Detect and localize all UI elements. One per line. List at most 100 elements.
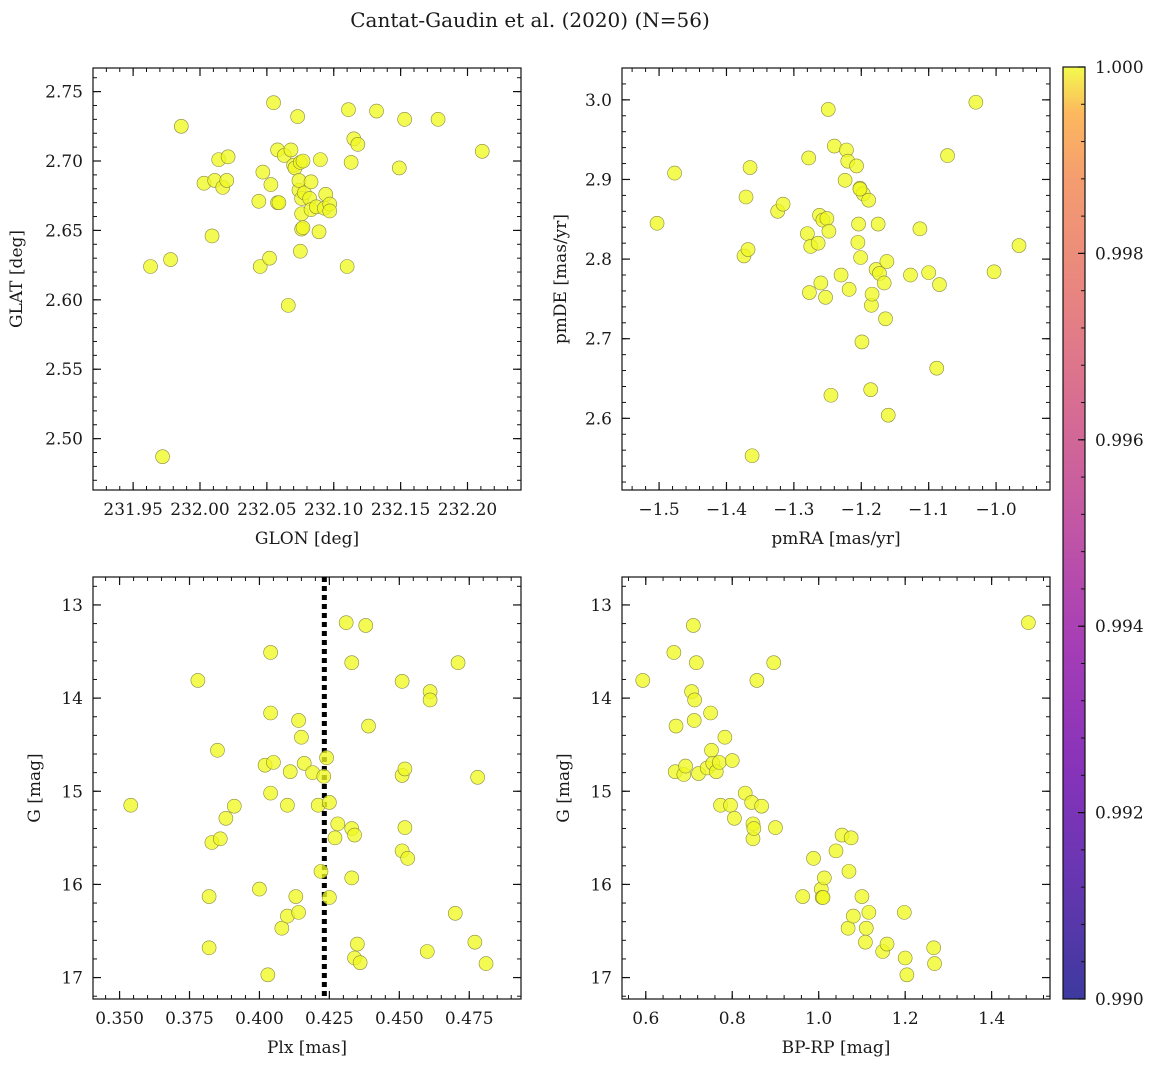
colorbar-tick-label: 0.992 <box>1095 804 1144 824</box>
data-point <box>260 967 276 983</box>
data-point <box>880 407 896 423</box>
x-tick-label: −1.3 <box>773 500 814 520</box>
y-tick-label: 13 <box>590 596 612 616</box>
data-point <box>280 797 295 813</box>
y-tick-label: 14 <box>590 689 612 709</box>
data-point <box>322 795 337 810</box>
data-point <box>861 192 876 208</box>
data-point <box>163 252 178 267</box>
data-point <box>986 264 1002 280</box>
y-axis-label: G [mag] <box>554 753 574 822</box>
y-tick-label: 2.8 <box>585 250 612 270</box>
data-point <box>854 889 870 904</box>
data-point <box>903 267 918 283</box>
data-point <box>280 298 296 313</box>
data-point <box>212 831 228 847</box>
data-point <box>266 755 281 770</box>
data-point <box>810 235 826 251</box>
data-point <box>391 160 407 176</box>
data-point <box>1021 615 1036 630</box>
data-point <box>686 618 701 633</box>
data-point <box>422 692 438 708</box>
data-point <box>727 810 742 826</box>
data-point <box>841 864 857 879</box>
data-point <box>870 216 886 232</box>
data-point <box>266 95 281 111</box>
data-point <box>347 827 362 843</box>
data-point <box>283 142 299 158</box>
x-axis-label: BP-RP [mag] <box>782 1038 891 1058</box>
colorbar-tick-label: 0.994 <box>1095 617 1144 637</box>
data-point <box>226 798 242 814</box>
data-point <box>845 908 861 924</box>
data-point <box>876 275 892 291</box>
panel-color-magnitude: 0.6 0.8 1.0 1.2 1.4 13 14 15 16 17 BP-RP [mag] G [m… <box>554 576 1051 1058</box>
data-point <box>255 164 271 180</box>
data-point <box>394 674 410 689</box>
data-point <box>313 152 328 167</box>
x-tick-label: 232.15 <box>371 500 430 520</box>
y-axis-label: G [mag] <box>25 753 45 822</box>
y-tick-label: 16 <box>590 875 612 895</box>
panel-parallax-magnitude: 0.350 0.375 0.400 0.425 0.450 0.475 13 14 15 16 17… <box>25 576 522 1058</box>
y-tick-label: 17 <box>590 969 612 989</box>
data-point <box>878 311 893 327</box>
data-point <box>806 851 821 866</box>
colorbar: 0.990 0.992 0.994 0.996 0.998 1.000 <box>1062 58 1144 1010</box>
x-axis-label: pmRA [mas/yr] <box>771 529 900 549</box>
data-point <box>291 713 306 728</box>
y-axis-label: GLAT [deg] <box>7 230 27 328</box>
data-point <box>863 382 879 397</box>
data-point <box>850 235 866 250</box>
data-point <box>397 761 413 777</box>
data-point <box>293 243 308 259</box>
data-point <box>450 655 466 671</box>
data-point <box>369 103 384 119</box>
x-tick-label: 232.05 <box>237 500 296 520</box>
figure-title: Cantat-Gaudin et al. (2020) (N=56) <box>350 8 710 32</box>
data-point <box>361 718 376 734</box>
data-point <box>478 956 494 971</box>
data-point <box>319 750 334 766</box>
data-point <box>668 718 684 734</box>
data-point <box>912 221 928 237</box>
data-point <box>350 137 366 152</box>
x-tick-label: −1.0 <box>975 500 1016 520</box>
data-point <box>703 705 718 721</box>
x-tick-label: 0.8 <box>719 1009 746 1029</box>
x-tick-label: −1.4 <box>706 500 747 520</box>
x-tick-label: 0.400 <box>235 1009 284 1029</box>
data-point <box>263 785 278 801</box>
data-point <box>929 360 945 376</box>
data-point <box>294 729 309 745</box>
y-tick-label: 2.55 <box>45 360 83 380</box>
y-tick-label: 14 <box>61 689 83 709</box>
data-point <box>327 830 343 846</box>
y-tick-label: 17 <box>61 969 83 989</box>
data-point <box>263 705 278 721</box>
x-tick-label: 0.450 <box>375 1009 424 1029</box>
data-point <box>352 955 368 970</box>
data-point <box>291 905 306 920</box>
colorbar-gradient <box>1063 67 1085 999</box>
data-point <box>821 223 837 239</box>
data-point <box>173 119 189 134</box>
data-point <box>858 920 874 936</box>
data-point <box>649 215 665 231</box>
data-point <box>837 172 853 188</box>
axes-frame <box>621 576 1051 1000</box>
data-point <box>795 889 811 904</box>
data-point <box>263 177 279 192</box>
data-point <box>635 673 651 688</box>
data-point <box>820 102 836 117</box>
data-point <box>474 143 490 159</box>
data-point <box>754 798 769 814</box>
data-point <box>330 816 346 832</box>
data-point <box>400 851 416 866</box>
data-point <box>282 764 298 779</box>
data-point <box>470 769 485 785</box>
data-point <box>775 196 791 212</box>
data-point <box>419 944 435 959</box>
data-point <box>841 282 857 297</box>
data-point <box>853 250 868 265</box>
